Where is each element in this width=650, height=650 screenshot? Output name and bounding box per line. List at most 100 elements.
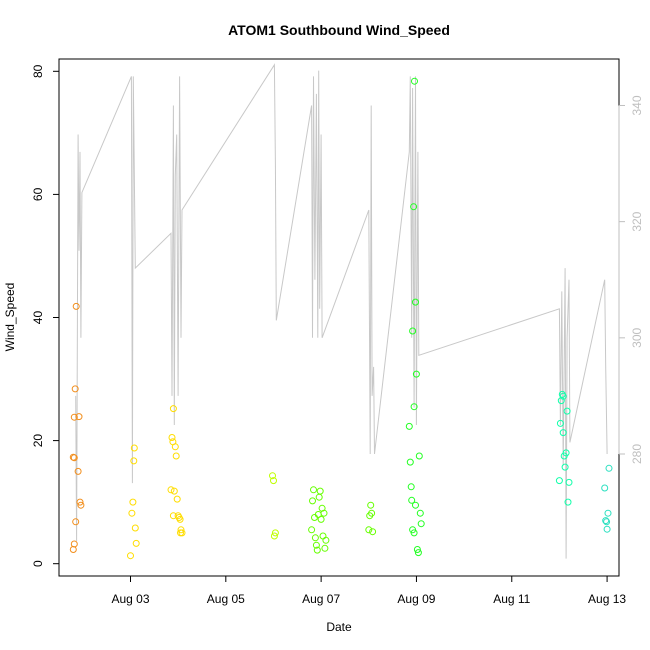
data-point bbox=[319, 532, 327, 540]
data-point bbox=[74, 467, 82, 475]
x-tick-label: Aug 09 bbox=[397, 592, 435, 606]
data-point bbox=[565, 478, 573, 486]
x-tick-label: Aug 11 bbox=[493, 592, 530, 606]
data-point bbox=[316, 487, 324, 495]
data-point bbox=[169, 405, 177, 413]
data-point bbox=[559, 392, 567, 400]
data-point bbox=[322, 536, 330, 544]
data-point bbox=[555, 477, 563, 485]
data-point bbox=[167, 486, 175, 494]
data-point bbox=[412, 370, 420, 378]
data-point bbox=[70, 540, 78, 548]
data-point bbox=[559, 429, 567, 437]
x-axis-label: Date bbox=[326, 620, 352, 634]
data-point bbox=[320, 509, 328, 517]
data-point bbox=[417, 520, 425, 528]
data-point bbox=[177, 529, 184, 537]
axes: 0 20 40 60 80 Aug 03 Aug 05 Aug 07 Aug 09 Aug 11 A… bbox=[31, 64, 644, 606]
right-axis-series-line bbox=[75, 63, 608, 559]
data-point bbox=[172, 452, 180, 460]
data-point bbox=[70, 413, 78, 421]
data-point bbox=[409, 327, 417, 335]
data-point bbox=[411, 77, 418, 85]
data-point bbox=[170, 487, 178, 495]
data-point bbox=[130, 457, 138, 465]
data-point bbox=[414, 549, 422, 557]
data-point bbox=[564, 498, 572, 506]
right-tick-label: 280 bbox=[630, 444, 644, 464]
y-tick-label: 0 bbox=[31, 560, 45, 567]
data-point bbox=[369, 528, 377, 536]
data-point bbox=[561, 463, 569, 471]
x-tick-label: Aug 05 bbox=[207, 592, 245, 606]
data-point bbox=[405, 422, 413, 430]
data-point bbox=[368, 509, 376, 517]
data-point bbox=[315, 493, 323, 501]
data-point bbox=[169, 512, 177, 520]
right-tick-label: 300 bbox=[630, 327, 644, 347]
data-point bbox=[309, 497, 316, 505]
data-point bbox=[129, 498, 137, 506]
data-point bbox=[365, 526, 373, 534]
data-point bbox=[601, 484, 609, 492]
data-point bbox=[605, 464, 613, 472]
data-point bbox=[173, 495, 181, 503]
data-point bbox=[127, 552, 134, 560]
data-point bbox=[69, 546, 77, 553]
data-point bbox=[176, 515, 184, 523]
data-point bbox=[412, 298, 419, 306]
scatter-points bbox=[69, 77, 613, 560]
data-point bbox=[310, 486, 317, 494]
data-point bbox=[72, 518, 80, 526]
data-point bbox=[410, 403, 418, 411]
data-point bbox=[408, 496, 416, 504]
right-tick-label: 340 bbox=[630, 95, 644, 115]
data-point bbox=[271, 529, 279, 537]
data-point bbox=[269, 472, 276, 480]
data-point bbox=[367, 501, 375, 509]
y-axis-label: Wind_Speed bbox=[3, 283, 17, 352]
data-point bbox=[131, 524, 139, 532]
data-point bbox=[603, 518, 611, 526]
data-point bbox=[312, 541, 320, 549]
data-point bbox=[602, 517, 610, 525]
data-point bbox=[410, 203, 418, 211]
data-point bbox=[70, 454, 78, 462]
data-point bbox=[416, 509, 424, 517]
data-point bbox=[415, 452, 423, 460]
plot-frame bbox=[58, 58, 620, 577]
data-point bbox=[71, 385, 79, 393]
data-point bbox=[311, 534, 319, 542]
chart-title: ATOM1 Southbound Wind_Speed bbox=[228, 22, 450, 38]
data-point bbox=[130, 444, 138, 452]
data-point bbox=[270, 477, 277, 485]
data-point bbox=[177, 526, 185, 534]
data-point bbox=[168, 434, 176, 441]
data-point bbox=[308, 526, 316, 534]
data-point bbox=[132, 539, 140, 547]
data-point bbox=[562, 449, 570, 457]
y-tick-label: 20 bbox=[31, 434, 45, 448]
x-tick-label: Aug 03 bbox=[111, 592, 149, 606]
data-point bbox=[77, 501, 85, 509]
data-point bbox=[406, 458, 414, 466]
y-tick-label: 80 bbox=[31, 64, 45, 78]
series-line bbox=[75, 63, 608, 559]
x-tick-label: Aug 13 bbox=[588, 592, 626, 606]
data-point bbox=[603, 525, 611, 533]
data-point bbox=[563, 407, 571, 415]
data-point bbox=[321, 544, 329, 552]
data-point bbox=[313, 546, 321, 554]
data-point bbox=[407, 483, 415, 491]
y-tick-label: 40 bbox=[31, 311, 45, 325]
data-point bbox=[413, 546, 421, 553]
data-point bbox=[72, 302, 80, 310]
y-tick-label: 60 bbox=[31, 187, 45, 201]
right-tick-label: 320 bbox=[630, 211, 644, 231]
data-point bbox=[76, 498, 84, 506]
x-tick-label: Aug 07 bbox=[302, 592, 340, 606]
data-point bbox=[317, 515, 325, 523]
data-point bbox=[410, 529, 418, 537]
data-point bbox=[270, 532, 278, 540]
